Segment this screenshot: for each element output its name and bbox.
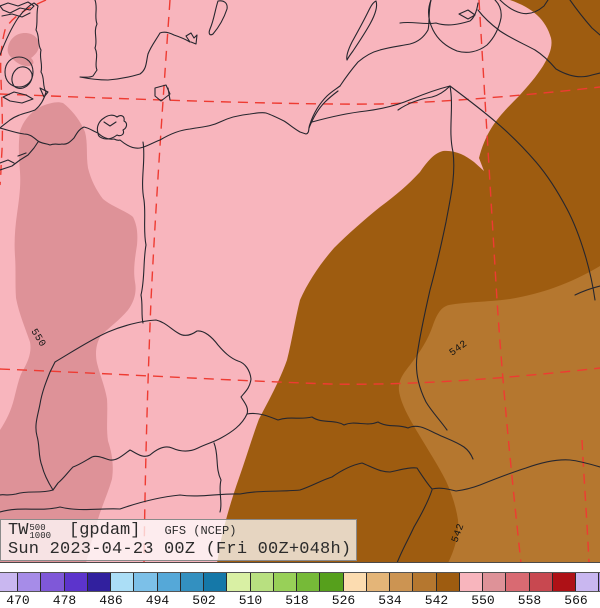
colorbar-cell bbox=[87, 573, 111, 591]
title-line-parameter: TW 500 1000 [gpdam] GFS (NCEP) bbox=[8, 521, 356, 541]
colorbar-tick-label: 502 bbox=[192, 593, 216, 608]
colorbar-tick-label: 550 bbox=[471, 593, 495, 608]
colorbar-cell bbox=[436, 573, 460, 591]
coast-german-bight bbox=[0, 141, 39, 171]
parameter-name: TW bbox=[8, 521, 29, 540]
coast-ruegen bbox=[96, 114, 128, 140]
valid-time-line: Sun 2023-04-23 00Z (Fri 00Z+048h) bbox=[8, 540, 352, 559]
coast-curonian-lagoon bbox=[308, 90, 339, 129]
colorbar-cell bbox=[343, 573, 367, 591]
colorbar-tick-label: 494 bbox=[145, 593, 170, 608]
colorbar-cell bbox=[297, 573, 321, 591]
model-name: GFS (NCEP) bbox=[164, 524, 237, 538]
colorbar-cell bbox=[552, 573, 576, 591]
title-box: TW 500 1000 [gpdam] GFS (NCEP) Sun 2023-04-2… bbox=[0, 519, 357, 561]
border-poland-east bbox=[415, 85, 455, 431]
colorbar-cell bbox=[111, 573, 135, 591]
border-czech-republic bbox=[35, 319, 252, 491]
colorbar-cell bbox=[529, 573, 553, 591]
border-kaliningrad bbox=[311, 85, 451, 123]
colorbar-cell bbox=[506, 573, 530, 591]
colorbar-tick-label: 470 bbox=[6, 593, 30, 608]
colorbar-cell bbox=[320, 573, 344, 591]
colorbar-tick-label: 566 bbox=[564, 593, 588, 608]
latitude-line-north bbox=[0, 86, 600, 105]
colorbar-tick-label: 526 bbox=[331, 593, 356, 608]
colorbar bbox=[0, 572, 600, 592]
latitude-line-south bbox=[0, 367, 600, 385]
level-top: 500 bbox=[29, 523, 46, 533]
meridian-far-west-partial bbox=[0, 0, 47, 186]
border-estonia-latvia bbox=[399, 2, 600, 78]
colorbar-cell bbox=[390, 573, 414, 591]
border-poland-slovakia-ukraine bbox=[246, 412, 474, 460]
colorbar-cell bbox=[483, 573, 507, 591]
border-germany-poland bbox=[140, 141, 147, 324]
latlon-grid bbox=[0, 0, 600, 563]
border-estonia-russia bbox=[569, 0, 600, 36]
colorbar-cell bbox=[413, 573, 437, 591]
level-bottom: 1000 bbox=[29, 531, 52, 541]
coast-sweden bbox=[79, 0, 198, 81]
colorbar-cell bbox=[41, 573, 65, 591]
coast-gotland-island bbox=[346, 0, 378, 61]
colorbar-tick-label: 478 bbox=[52, 593, 77, 608]
coast-baltic-south bbox=[0, 85, 341, 149]
colorbar-cell bbox=[204, 573, 228, 591]
colorbar-tick-label: 542 bbox=[424, 593, 449, 608]
coast-bornholm-island bbox=[154, 84, 171, 102]
colorbar-cell bbox=[250, 573, 274, 591]
colorbar-cell bbox=[0, 573, 18, 591]
coast-lithuania-latvia bbox=[339, 0, 432, 87]
coast-oland-island bbox=[208, 0, 228, 36]
colorbar-cell bbox=[18, 573, 42, 591]
border-south-chain bbox=[0, 459, 600, 513]
colorbar-cell bbox=[134, 573, 158, 591]
border-slovakia-austria bbox=[213, 442, 222, 513]
coastlines-and-borders bbox=[0, 0, 600, 563]
colorbar-cell bbox=[366, 573, 390, 591]
band-550-554-main-region bbox=[0, 102, 138, 563]
meridian-east bbox=[478, 0, 522, 563]
colorbar-tick-label: 534 bbox=[378, 593, 402, 608]
colorbar-cell bbox=[180, 573, 204, 591]
parameter-unit: [gpdam] bbox=[69, 521, 141, 540]
border-austria-germany bbox=[0, 489, 54, 496]
colorbar-tick-label: 558 bbox=[517, 593, 542, 608]
meridian-west bbox=[143, 0, 171, 563]
colorbar-tick-label: 510 bbox=[238, 593, 263, 608]
band-538-542-region bbox=[398, 266, 600, 563]
colorbar-cell bbox=[64, 573, 88, 591]
colorbar-cell bbox=[459, 573, 483, 591]
meridian-far-east-partial bbox=[581, 439, 590, 563]
colorbar-tick-label: 486 bbox=[99, 593, 123, 608]
colorbar-tick-label: 518 bbox=[285, 593, 309, 608]
border-lithuania-belarus bbox=[449, 85, 600, 301]
parameter-levels: 500 1000 bbox=[29, 523, 52, 541]
colorbar-tick-labels: 470 478 486 494 502 510 518 526 534 542 550 558 566 bbox=[0, 593, 600, 608]
colorbar-cell bbox=[273, 573, 297, 591]
colorbar-cell bbox=[227, 573, 251, 591]
thickness-map: 550 542 542 bbox=[0, 0, 600, 563]
coast-estonia bbox=[499, 0, 549, 15]
colorbar-cell bbox=[157, 573, 181, 591]
border-hungary-romania bbox=[396, 489, 433, 563]
coast-jutland bbox=[0, 2, 47, 129]
coast-danish-isles bbox=[2, 56, 49, 104]
coast-jutland-north bbox=[0, 1, 35, 18]
border-latvia-lithuania bbox=[397, 85, 451, 111]
map-frame-line bbox=[0, 562, 600, 563]
colorbar-cell bbox=[576, 573, 600, 591]
